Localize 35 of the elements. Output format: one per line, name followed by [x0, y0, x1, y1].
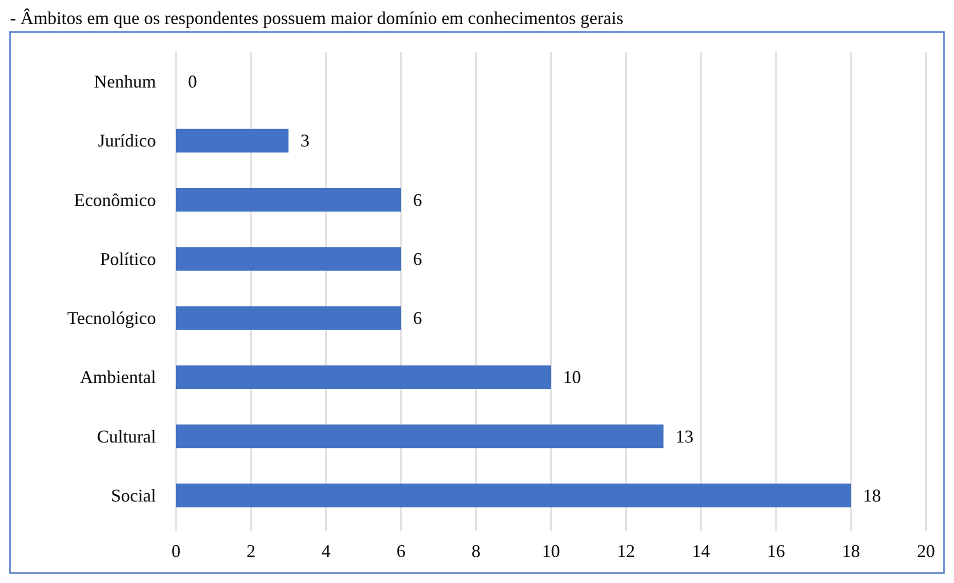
bar [176, 128, 288, 153]
data-label: 0 [188, 72, 197, 92]
data-label: 6 [413, 248, 422, 269]
y-tick-label: Político [100, 248, 156, 269]
y-tick-label: Econômico [74, 190, 156, 210]
x-tick-label: 10 [542, 541, 560, 561]
data-label: 13 [676, 426, 694, 446]
bar [176, 188, 401, 212]
data-label: 6 [413, 308, 422, 328]
x-tick-label: 8 [472, 541, 480, 561]
x-tick-label: 6 [396, 541, 406, 561]
y-tick-label: Social [111, 485, 156, 506]
chart-title: - Âmbitos em que os respondentes possuem maior domínio em conhecimentos gerais [10, 8, 624, 28]
bar [176, 424, 664, 448]
x-tick-label: 14 [692, 541, 710, 561]
x-tick-label: 12 [617, 541, 635, 561]
x-tick-label: 2 [246, 541, 256, 561]
y-tick-label: Jurídico [98, 130, 156, 151]
x-tick-label: 0 [172, 541, 180, 561]
data-label: 10 [563, 367, 581, 388]
bar [176, 247, 401, 271]
y-tick-label: Nenhum [94, 72, 156, 92]
y-tick-label: Cultural [97, 426, 156, 446]
bar [176, 306, 401, 330]
x-tick-label: 18 [842, 541, 860, 561]
data-label: 3 [300, 130, 310, 151]
x-tick-label: 16 [767, 541, 785, 561]
x-tick-label: 4 [322, 541, 330, 561]
y-tick-label: Ambiental [80, 367, 156, 388]
data-label: 18 [863, 485, 881, 506]
y-tick-label: Tecnológico [67, 308, 156, 328]
bar [176, 484, 851, 508]
x-tick-label: 20 [917, 541, 935, 561]
bar [176, 365, 551, 390]
data-label: 6 [413, 190, 422, 210]
